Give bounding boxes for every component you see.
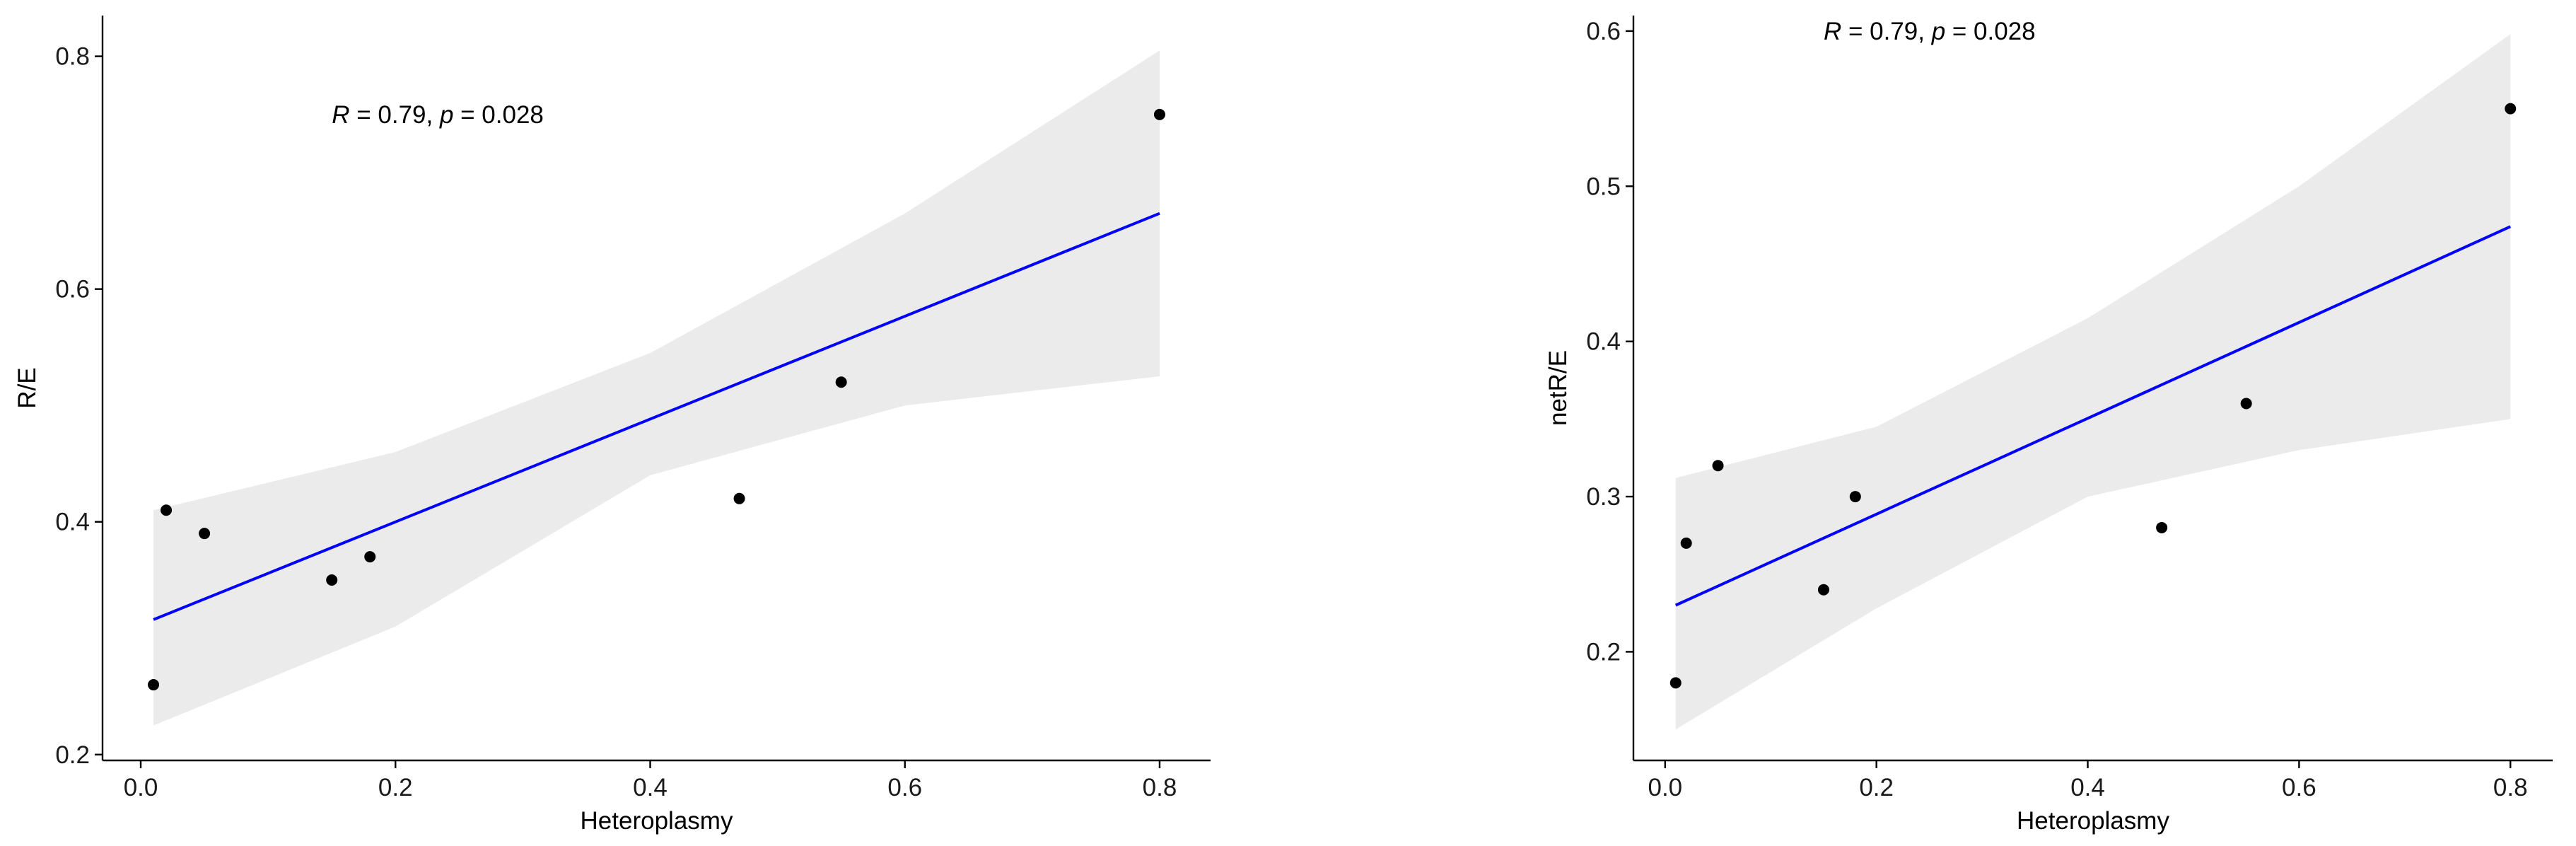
data-point	[161, 504, 173, 516]
y-tick-label: 0.2	[1586, 638, 1621, 666]
y-tick-label: 0.6	[1586, 18, 1621, 45]
data-point	[2240, 398, 2252, 410]
data-point	[1680, 537, 1692, 549]
data-point	[1669, 677, 1682, 689]
regression-line	[153, 212, 1160, 621]
y-tick-label: 0.2	[55, 741, 90, 769]
x-axis-title: Heteroplasmy	[581, 807, 733, 835]
data-point	[199, 528, 211, 540]
x-tick-label: 0.6	[2282, 774, 2316, 801]
x-tick-label: 0.6	[887, 774, 922, 801]
x-tick-label: 0.2	[1859, 774, 1894, 801]
x-axis-title: Heteroplasmy	[2017, 807, 2169, 835]
data-point	[326, 574, 338, 586]
data-point	[733, 492, 745, 504]
r-symbol: R	[332, 101, 349, 129]
data-point	[2156, 521, 2168, 533]
p-symbol: p	[439, 101, 453, 129]
y-tick-label: 0.3	[1586, 483, 1621, 511]
left-panel-re: 0.2 0.4 0.6 0.8 0.0 0.2 0.4 0.6 0.8 Heteroplasmy R…	[13, 16, 1211, 835]
x-tick-label: 0.0	[124, 774, 158, 801]
x-tick-label: 0.8	[2493, 774, 2528, 801]
r-value: = 0.79,	[349, 101, 439, 129]
data-point	[148, 679, 160, 691]
p-value: = 0.028	[453, 101, 543, 129]
r-symbol: R	[1824, 18, 1841, 45]
x-tick-label: 0.8	[1143, 774, 1177, 801]
r-value: = 0.79,	[1841, 18, 1931, 45]
data-point	[2505, 103, 2517, 115]
data-point	[835, 376, 847, 388]
right-panel-net-re: 0.2 0.3 0.4 0.5 0.6 0.0 0.2 0.4 0.6 0.8 Heteroplas…	[1544, 16, 2553, 835]
y-tick-label: 0.4	[55, 509, 90, 536]
data-point	[364, 551, 376, 563]
x-tick-label: 0.4	[2070, 774, 2105, 801]
data-point	[1153, 108, 1165, 120]
data-point	[1817, 584, 1829, 596]
data-point	[1712, 460, 1724, 472]
regression-line	[1674, 225, 2512, 607]
p-symbol: p	[1931, 18, 1945, 45]
data-point	[1849, 491, 1861, 503]
y-tick-label: 0.8	[55, 43, 90, 71]
x-tick-label: 0.4	[633, 774, 668, 801]
p-value: = 0.028	[1945, 18, 2035, 45]
y-axis-title: R/E	[13, 367, 41, 408]
y-tick-label: 0.5	[1586, 173, 1621, 200]
confidence-band	[1675, 34, 2511, 730]
x-tick-label: 0.2	[378, 774, 413, 801]
y-tick-label: 0.4	[1586, 328, 1621, 356]
correlation-annotation: R = 0.79, p = 0.028	[332, 101, 544, 129]
y-tick-label: 0.6	[55, 276, 90, 303]
correlation-annotation: R = 0.79, p = 0.028	[1824, 18, 2036, 45]
y-axis-title: netR/E	[1544, 350, 1572, 426]
confidence-band	[153, 50, 1160, 726]
x-tick-label: 0.0	[1648, 774, 1682, 801]
